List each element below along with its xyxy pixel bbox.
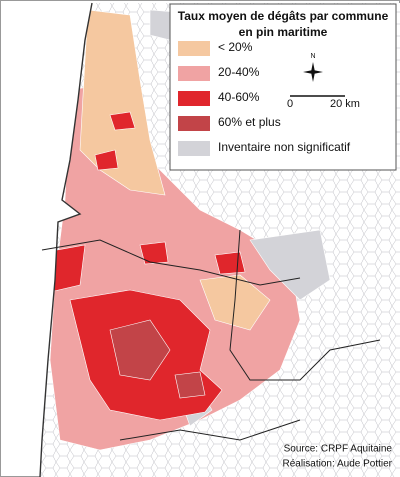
legend-title: en pin maritime — [239, 25, 328, 39]
department-border — [229, 229, 381, 381]
coastline — [39, 2, 93, 477]
region — [249, 229, 331, 301]
legend-label: 20-40% — [218, 65, 260, 79]
region — [139, 241, 169, 265]
legend-label: 40-60% — [218, 90, 260, 104]
north-label: N — [310, 53, 315, 60]
legend-label: Inventaire non significatif — [218, 140, 351, 154]
legend-swatch — [178, 116, 210, 131]
region — [109, 319, 171, 381]
region — [214, 251, 246, 275]
region — [174, 371, 206, 399]
north-symbol — [303, 62, 323, 82]
source: Source: CRPF Aquitaine — [284, 444, 393, 455]
department-border — [41, 239, 301, 286]
scale-label: 20 km — [330, 98, 360, 110]
legend-swatch — [178, 66, 210, 81]
credit: Réalisation: Aude Pottier — [282, 459, 392, 470]
region — [79, 9, 166, 196]
legend-swatch — [178, 41, 210, 56]
legend-label: < 20% — [218, 40, 253, 54]
north-arrow: N — [303, 53, 323, 82]
legend-swatch — [178, 91, 210, 106]
scale-label: 0 — [287, 98, 293, 110]
legend-label: 60% et plus — [218, 115, 281, 129]
legend-swatch — [178, 141, 210, 156]
legend-title: Taux moyen de dégâts par commune — [178, 9, 389, 23]
region — [109, 111, 136, 131]
department-border — [119, 419, 301, 441]
region — [94, 149, 119, 171]
legend: < 20% 20-40% 40-60% 60% et plus Inventaire n… — [178, 40, 351, 156]
